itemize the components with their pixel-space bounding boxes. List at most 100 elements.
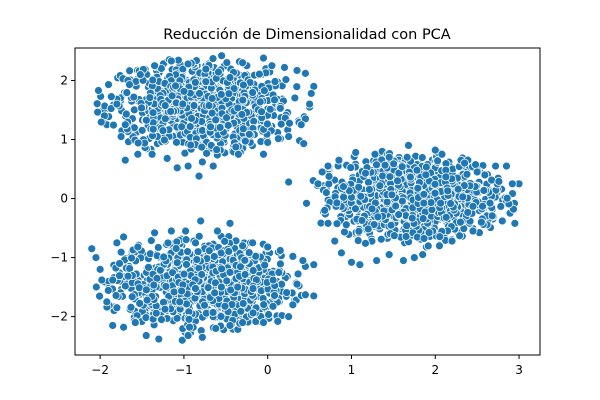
scatter-point bbox=[263, 119, 272, 129]
scatter-point bbox=[177, 286, 187, 296]
scatter-point bbox=[260, 260, 270, 270]
scatter-point bbox=[106, 104, 116, 113]
scatter-point bbox=[284, 132, 294, 141]
scatter-point bbox=[384, 250, 394, 260]
scatter-point bbox=[197, 142, 207, 152]
x-tick-label: 1 bbox=[348, 363, 356, 377]
scatter-point bbox=[244, 248, 254, 257]
x-axis: −2 −1 0 1 2 3 bbox=[91, 355, 523, 377]
x-tick-label: −2 bbox=[91, 363, 109, 377]
scatter-point bbox=[202, 148, 212, 158]
scatter-point bbox=[141, 331, 151, 340]
scatter-point bbox=[91, 282, 101, 292]
scatter-point bbox=[460, 158, 469, 168]
scatter-point bbox=[225, 321, 235, 330]
plot-frame bbox=[74, 47, 541, 356]
scatter-point bbox=[220, 236, 230, 246]
scatter-point bbox=[222, 58, 232, 67]
scatter-point bbox=[292, 66, 302, 75]
scatter-point bbox=[471, 160, 480, 170]
scatter-point bbox=[102, 297, 112, 307]
scatter-point bbox=[355, 260, 365, 270]
scatter-point bbox=[96, 117, 106, 127]
scatter-point bbox=[222, 113, 231, 123]
scatter-point bbox=[378, 171, 387, 181]
scatter-point bbox=[351, 204, 360, 214]
scatter-point bbox=[263, 242, 273, 252]
scatter-point bbox=[384, 152, 394, 162]
scatter-point bbox=[106, 92, 116, 102]
scatter-point bbox=[133, 242, 143, 252]
scatter-point bbox=[306, 89, 316, 98]
scatter-point bbox=[281, 75, 291, 85]
scatter-point bbox=[357, 216, 367, 225]
scatter-point bbox=[441, 172, 451, 182]
scatter-point bbox=[387, 190, 397, 200]
scatter-point bbox=[216, 90, 226, 99]
scatter-point bbox=[236, 262, 245, 272]
scatter-point bbox=[201, 64, 211, 74]
scatter-point bbox=[216, 312, 226, 321]
scatter-point bbox=[125, 66, 135, 76]
scatter-point bbox=[265, 104, 275, 114]
y-tick-label: −1 bbox=[50, 251, 68, 265]
scatter-point bbox=[186, 140, 196, 150]
scatter-point bbox=[436, 198, 446, 208]
scatter-point bbox=[339, 182, 348, 192]
scatter-point bbox=[240, 270, 250, 279]
scatter-point bbox=[166, 107, 176, 116]
scatter-point bbox=[171, 244, 181, 253]
scatter-point bbox=[178, 99, 188, 109]
scatter-point bbox=[157, 315, 166, 325]
scatter-point bbox=[171, 81, 180, 91]
scatter-point bbox=[238, 318, 247, 327]
scatter-point bbox=[158, 126, 168, 136]
scatter-point bbox=[240, 136, 250, 146]
scatter-point bbox=[233, 103, 243, 113]
scatter-point bbox=[510, 218, 520, 228]
scatter-point bbox=[282, 288, 292, 297]
scatter-point bbox=[419, 234, 429, 243]
scatter-point bbox=[406, 172, 415, 182]
scatter-point bbox=[167, 91, 177, 101]
scatter-point bbox=[430, 188, 440, 198]
scatter-point bbox=[290, 93, 300, 103]
scatter-point bbox=[437, 149, 447, 159]
scatter-point bbox=[191, 238, 200, 248]
scatter-point bbox=[229, 84, 239, 94]
scatter-point bbox=[217, 51, 227, 61]
scatter-point bbox=[332, 219, 342, 229]
y-axis: −2 −1 0 1 2 bbox=[50, 73, 75, 324]
scatter-point bbox=[385, 172, 395, 182]
scatter-point bbox=[293, 269, 303, 279]
scatter-point bbox=[248, 88, 258, 97]
x-tick-label: 0 bbox=[264, 363, 272, 377]
scatter-point bbox=[211, 278, 220, 288]
scatter-point bbox=[267, 61, 277, 71]
scatter-point bbox=[426, 198, 436, 207]
scatter-point bbox=[204, 246, 214, 256]
scatter-point bbox=[162, 153, 172, 163]
scatter-point bbox=[268, 275, 278, 285]
scatter-point bbox=[376, 234, 386, 244]
scatter-point bbox=[206, 122, 215, 132]
scatter-points bbox=[87, 51, 524, 345]
scatter-point bbox=[455, 231, 465, 241]
scatter-point bbox=[487, 175, 497, 185]
scatter-point bbox=[179, 86, 189, 96]
scatter-point bbox=[364, 177, 373, 187]
scatter-point bbox=[284, 177, 294, 187]
scatter-point bbox=[380, 160, 390, 170]
scatter-point bbox=[356, 191, 366, 201]
scatter-point bbox=[133, 138, 143, 148]
scatter-point bbox=[223, 120, 233, 130]
scatter-point bbox=[244, 129, 254, 139]
scatter-point bbox=[112, 99, 122, 109]
scatter-point bbox=[216, 282, 226, 292]
scatter-point bbox=[208, 161, 218, 171]
scatter-point bbox=[275, 246, 285, 255]
scatter-point bbox=[144, 262, 153, 272]
y-tick-label: 1 bbox=[60, 133, 68, 147]
scatter-point bbox=[320, 205, 330, 215]
